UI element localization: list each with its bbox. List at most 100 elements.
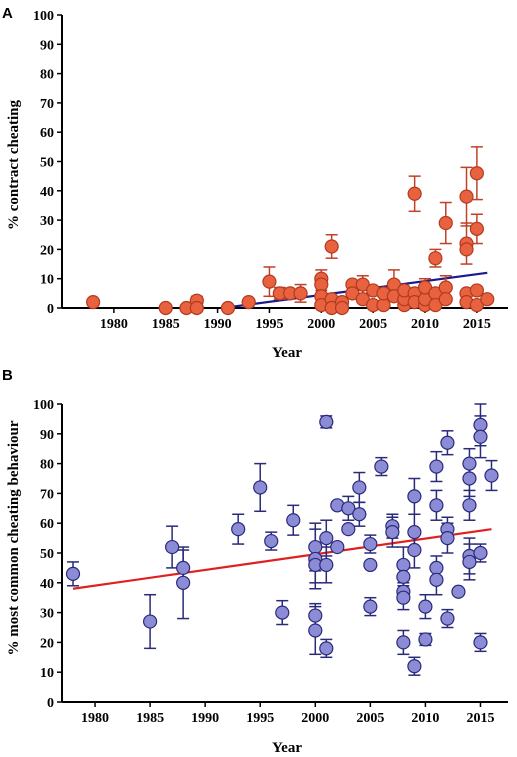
panel-b-data-point (319, 414, 334, 429)
panel-b-data-point (462, 498, 477, 513)
panel-b-data-point (473, 635, 488, 650)
panel-b-data-point (374, 459, 389, 474)
panel-a-y-tick-label: 20 (40, 243, 54, 258)
panel-a-data-point (469, 166, 484, 181)
panel-a-data-point (314, 277, 329, 292)
panel-b-y-tick-label: 30 (40, 607, 54, 622)
panel-a-y-tick-label: 70 (40, 97, 54, 112)
panel-b-data-point (407, 489, 422, 504)
panel-b-data-point (429, 459, 444, 474)
panel-b-data-point (341, 522, 356, 537)
panel-b-data-point (451, 584, 466, 599)
panel-b-data-point (462, 554, 477, 570)
panel-b-data-point (363, 536, 378, 552)
panel-b-y-tick-label: 10 (40, 666, 54, 681)
panel-b-data-point (407, 525, 422, 540)
panel-b-x-tick-label: 2010 (411, 711, 439, 726)
panel-a-data-point (86, 295, 101, 310)
panel-b-data-point (308, 608, 323, 623)
panel-b-data-point (319, 530, 334, 546)
panel-b-y-tick-label: 40 (40, 577, 54, 592)
panel-b-data-point (396, 635, 411, 650)
panel-b-data-point (330, 539, 345, 555)
panel-b-data-point (308, 623, 323, 638)
panel-a-data-point (262, 274, 277, 289)
panel-a-data-point (469, 283, 484, 298)
panel-b-data-point (484, 468, 499, 483)
panel-a-data-point (407, 186, 422, 201)
panel-a-data-point (293, 286, 308, 301)
panel-a-x-tick-label: 2010 (411, 317, 439, 332)
panel-b-chart: 0 10 20 30 40 50 60 70 80 90 100 1980 1985 1990 1995 20… (33, 398, 508, 726)
panel-a-data-point (220, 300, 236, 316)
panel-b-data-point (341, 501, 356, 516)
panel-b-trend-line (72, 528, 492, 590)
panel-b-data-point (473, 545, 488, 561)
panel-b-data-point (473, 417, 488, 432)
panel-a-data-point (334, 300, 350, 316)
panel-b-y-tick-label: 60 (40, 517, 54, 532)
panel-b-data-point (418, 632, 433, 647)
panel-b-y-tick-label: 90 (40, 428, 54, 443)
panel-b-data-point (352, 480, 367, 495)
panel-b-data-point (462, 456, 477, 471)
panel-b-x-tick-label: 2005 (356, 711, 384, 726)
panel-a-x-tick-label: 1980 (100, 317, 128, 332)
panel-b-y-tick-label: 0 (47, 696, 54, 711)
panel-a-data-point (438, 292, 453, 307)
panel-a-y-tick-label: 90 (40, 38, 54, 53)
panel-b-data-point (407, 659, 422, 674)
panel-b-data-point (165, 539, 180, 555)
panel-b-data-point (440, 530, 455, 546)
panel-a-y-tick-label: 30 (40, 214, 54, 229)
panel-b-data-point (363, 599, 378, 614)
panel-a-data-point (459, 189, 474, 204)
panel-b-data-point (429, 498, 444, 513)
panel-a-y-tick-label: 40 (40, 185, 54, 200)
panel-a-y-tick-label: 50 (40, 156, 54, 171)
panel-a-data-point (459, 242, 474, 257)
panel-a-x-tick-label: 2015 (463, 317, 491, 332)
panel-label-b: B (2, 367, 13, 384)
panel-a-y-axis-title: % contract cheating (6, 100, 22, 230)
panel-a-data-point (480, 292, 495, 307)
panel-a-data-point (438, 280, 453, 295)
panel-a-x-tick-label: 2005 (359, 317, 387, 332)
panel-b-y-tick-label: 70 (40, 487, 54, 502)
panel-b-data-point (319, 641, 334, 656)
panel-b-data-point (264, 533, 279, 549)
panel-b-data-point (396, 569, 411, 584)
panel-b-data-point (407, 542, 422, 558)
panel-b-data-point (418, 599, 433, 614)
panel-b-x-tick-label: 1980 (81, 711, 109, 726)
panel-b-data-point (319, 557, 334, 573)
panel-b-data-point (286, 513, 301, 528)
panel-b-data-point (142, 614, 158, 629)
panel-b-data-point (385, 525, 400, 540)
panel-a-data-point (376, 297, 391, 313)
panel-b-x-tick-label: 1990 (191, 711, 219, 726)
panel-b-data-point (429, 560, 444, 576)
panel-b-y-tick-label: 50 (40, 547, 54, 562)
panel-b-data-point (65, 566, 81, 581)
panel-a-x-axis-title: Year (272, 345, 302, 361)
panel-a-data-point (438, 215, 453, 231)
panel-b-data-point (396, 590, 411, 605)
panel-b-y-tick-label: 20 (40, 636, 54, 651)
panel-b-x-tick-label: 1985 (136, 711, 164, 726)
panel-b-data-point (253, 480, 268, 495)
panel-b-data-point (352, 507, 367, 522)
panel-a-chart: 0 10 20 30 40 50 60 70 80 90 100 1980 1985 1990 1995 20… (33, 9, 508, 332)
panel-b-data-point (440, 435, 455, 450)
panel-a-y-tick-label: 80 (40, 68, 54, 83)
panel-a-x-tick-label: 1985 (152, 317, 180, 332)
panel-a-data-point (189, 300, 204, 316)
panel-b-data-point (176, 575, 191, 590)
panel-a-data-point (158, 300, 173, 316)
panel-b-x-tick-label: 1995 (246, 711, 274, 726)
panel-b-data-point (363, 557, 378, 573)
panel-a-data-point (324, 239, 339, 254)
panel-b-data-point (462, 471, 477, 486)
panel-b-x-tick-label: 2000 (301, 711, 329, 726)
